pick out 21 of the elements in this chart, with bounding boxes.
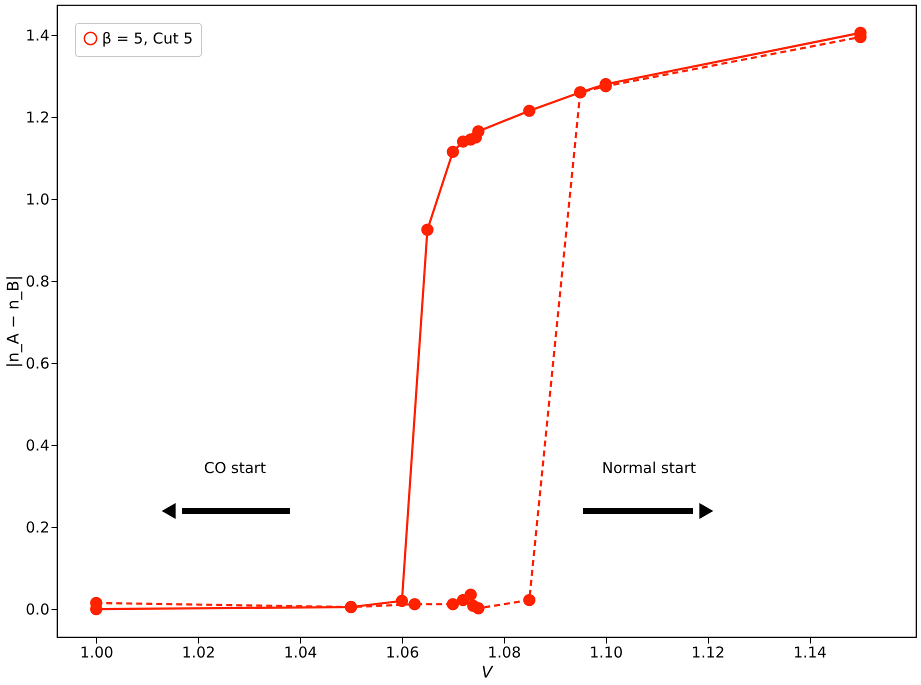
- y-tick-label: 0.8: [26, 272, 50, 291]
- x-tick-label: 1.00: [80, 644, 114, 662]
- x-tick-label: 1.10: [590, 644, 623, 662]
- y-tick-label: 0.2: [26, 518, 50, 537]
- legend-label: β = 5, Cut 5: [102, 30, 193, 48]
- y-tick-label: 1.2: [26, 108, 50, 126]
- x-tick-label: 1.12: [691, 644, 725, 662]
- y-tick-label: 0.4: [26, 436, 50, 455]
- x-tick-label: 1.06: [386, 644, 420, 662]
- y-tick-label: 0.6: [26, 354, 50, 373]
- y-tick-label: 1.0: [26, 190, 50, 208]
- annotation: CO start: [204, 459, 266, 477]
- y-tick-label: 1.4: [26, 26, 50, 44]
- y-tick-label: 0.0: [26, 600, 50, 619]
- x-tick-label: 1.14: [793, 644, 827, 662]
- x-tick-label: 1.08: [488, 644, 522, 662]
- y-axis-title: |n_A − n_B|: [4, 275, 23, 368]
- x-axis-title: V: [482, 662, 494, 682]
- x-tick-label: 1.04: [284, 644, 318, 662]
- x-tick-label: 1.02: [182, 644, 216, 662]
- annotation: Normal start: [602, 459, 696, 477]
